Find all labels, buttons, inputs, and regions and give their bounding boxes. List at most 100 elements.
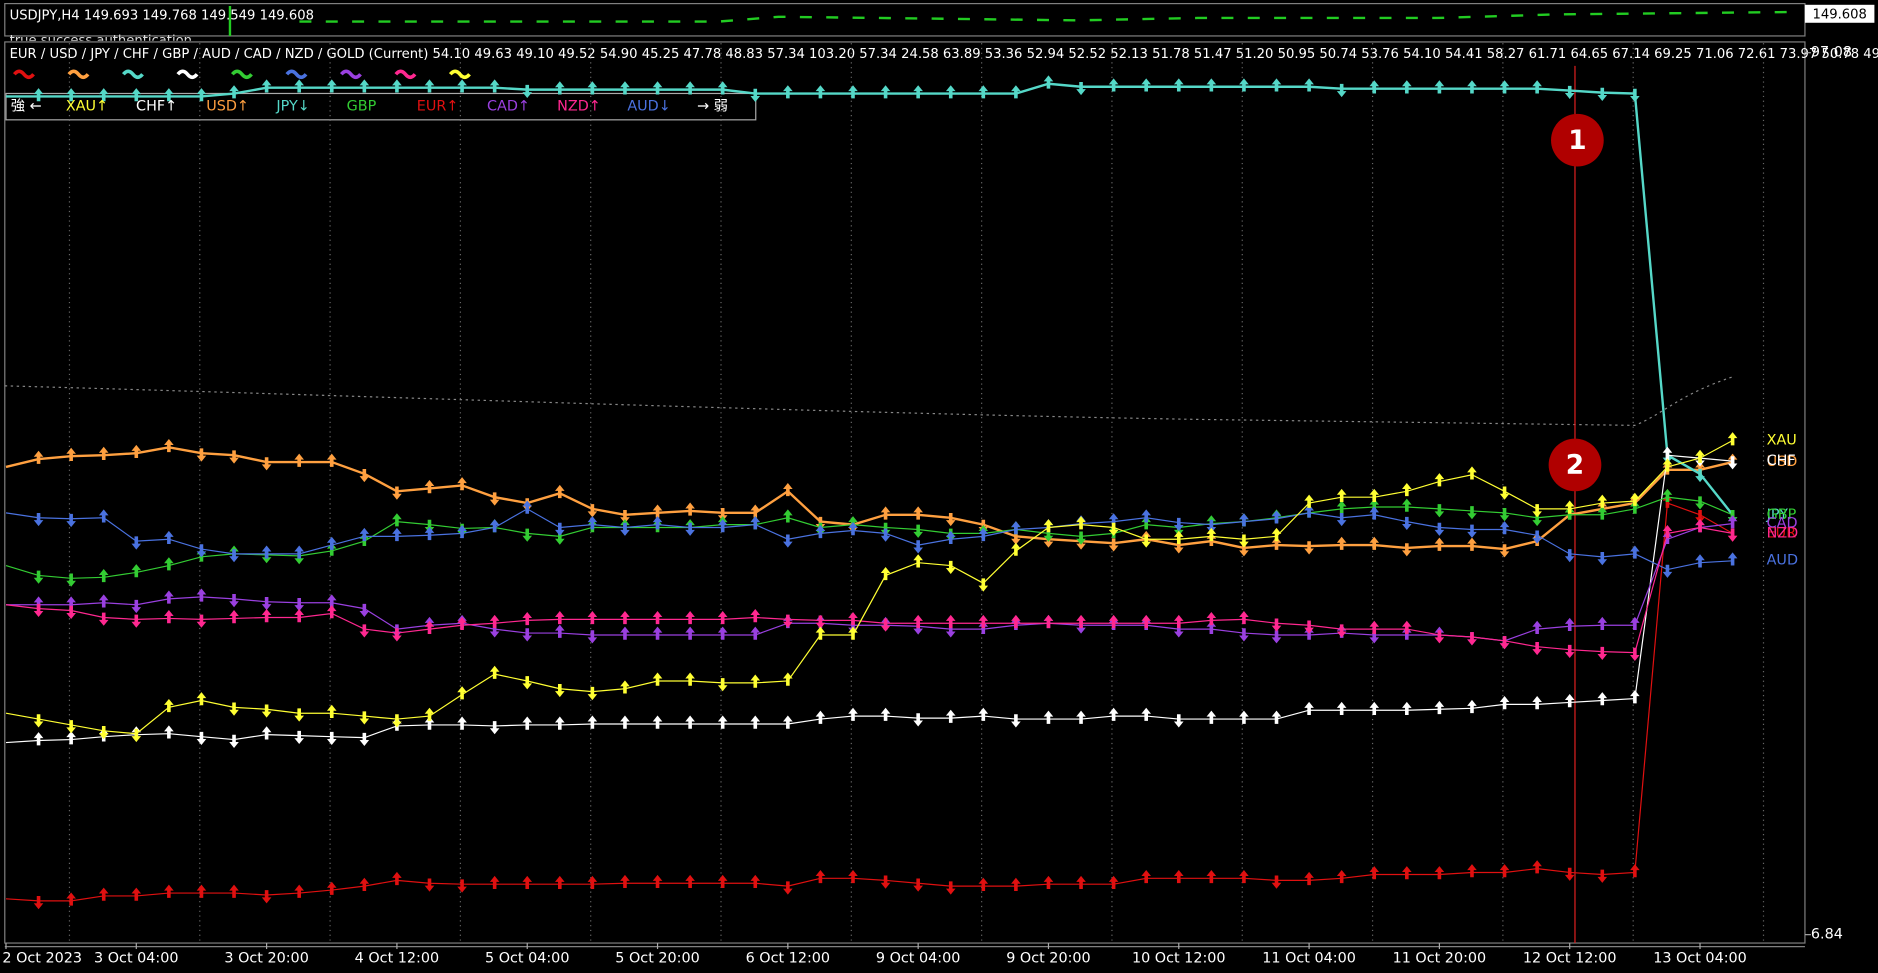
point-arrow [294,609,304,623]
point-arrow [66,720,76,734]
point-arrow [978,85,989,99]
point-arrow [229,549,239,563]
point-arrow [1597,552,1608,566]
legend-item: GBP [347,99,377,115]
point-arrow [424,519,435,533]
price-box [1804,4,1875,23]
point-arrow [1076,516,1086,530]
point-arrow [229,594,239,608]
point-arrow [1369,536,1380,550]
point-arrow [1206,519,1217,533]
point-arrow [164,438,174,453]
point-arrow [1336,83,1347,98]
point-arrow [1304,541,1314,555]
point-arrow [750,609,761,623]
point-arrow [326,79,337,93]
series-line [5,439,1733,735]
point-arrow [66,731,76,745]
point-arrow [913,524,923,538]
point-arrow [1173,624,1184,638]
point-arrow [424,707,435,721]
point-arrow [1434,522,1445,536]
point-arrow [1402,701,1412,716]
point-arrow [1369,80,1380,94]
legend-item: AUD↓ [627,99,670,115]
point-arrow [1336,624,1347,638]
point-arrow [620,510,630,524]
point-arrow [783,881,793,895]
point-arrow [815,869,826,884]
series-end-label: GBP [1767,507,1797,523]
point-arrow [457,879,467,893]
point-arrow [1271,630,1282,644]
series-swatch [176,69,199,80]
point-arrow [1434,700,1445,715]
series-line [5,446,1733,551]
point-arrow [424,620,435,634]
point-arrow [1499,636,1510,650]
point-arrow [848,85,858,99]
point-arrow [1336,512,1347,527]
point-arrow [652,610,663,625]
series-line [5,502,1733,902]
point-arrow [489,79,500,93]
point-arrow [1141,516,1151,530]
point-arrow [1076,81,1086,96]
point-arrow [98,612,109,626]
point-arrow [1271,510,1282,524]
point-arrow [913,713,923,727]
point-arrow [261,545,272,559]
point-arrow [1141,869,1151,884]
point-arrow [1532,512,1542,527]
point-arrow [1076,531,1086,545]
point-arrow [359,732,370,747]
point-arrow [294,453,304,467]
point-arrow [1564,867,1575,881]
point-arrow [1597,87,1608,101]
series-end-label: AUD [1767,553,1798,569]
point-arrow [652,715,663,729]
point-arrow [1206,620,1217,634]
mini-price-trace [299,10,1797,23]
point-arrow [815,524,826,539]
point-arrow [294,730,304,745]
point-arrow [261,726,272,740]
price-label: 149.608 [1812,7,1866,22]
series-end-label: JPY [1766,507,1789,523]
series-swatch [339,69,362,80]
point-arrow [555,531,565,545]
point-arrow [978,707,989,721]
point-arrow [457,686,467,700]
point-arrow [555,610,565,625]
point-arrow [489,721,500,735]
point-arrow [489,614,500,629]
point-arrow [848,626,858,640]
point-arrow [1434,80,1445,94]
point-arrow [1630,88,1640,102]
point-arrow [717,626,728,640]
point-arrow [750,88,761,102]
point-arrow [1304,504,1314,518]
point-arrow [1434,473,1445,487]
point-arrow [1727,456,1738,470]
point-arrow [1467,632,1477,646]
point-arrow [229,734,239,748]
point-arrow [1011,614,1021,629]
point-arrow [1011,521,1021,535]
point-arrow [489,875,500,890]
point-arrow [33,732,44,746]
point-arrow [750,626,761,640]
point-arrow [131,614,142,628]
point-arrow [913,85,923,99]
point-arrow [196,731,207,746]
point-arrow [1532,504,1542,518]
point-arrow [326,704,337,718]
point-arrow [1239,869,1249,884]
point-arrow [522,676,533,690]
point-arrow [164,725,174,739]
legend-item: EUR↑ [417,99,459,115]
point-arrow [1141,509,1151,523]
point-arrow [1239,543,1249,557]
point-arrow [880,85,891,99]
point-arrow [359,468,370,483]
